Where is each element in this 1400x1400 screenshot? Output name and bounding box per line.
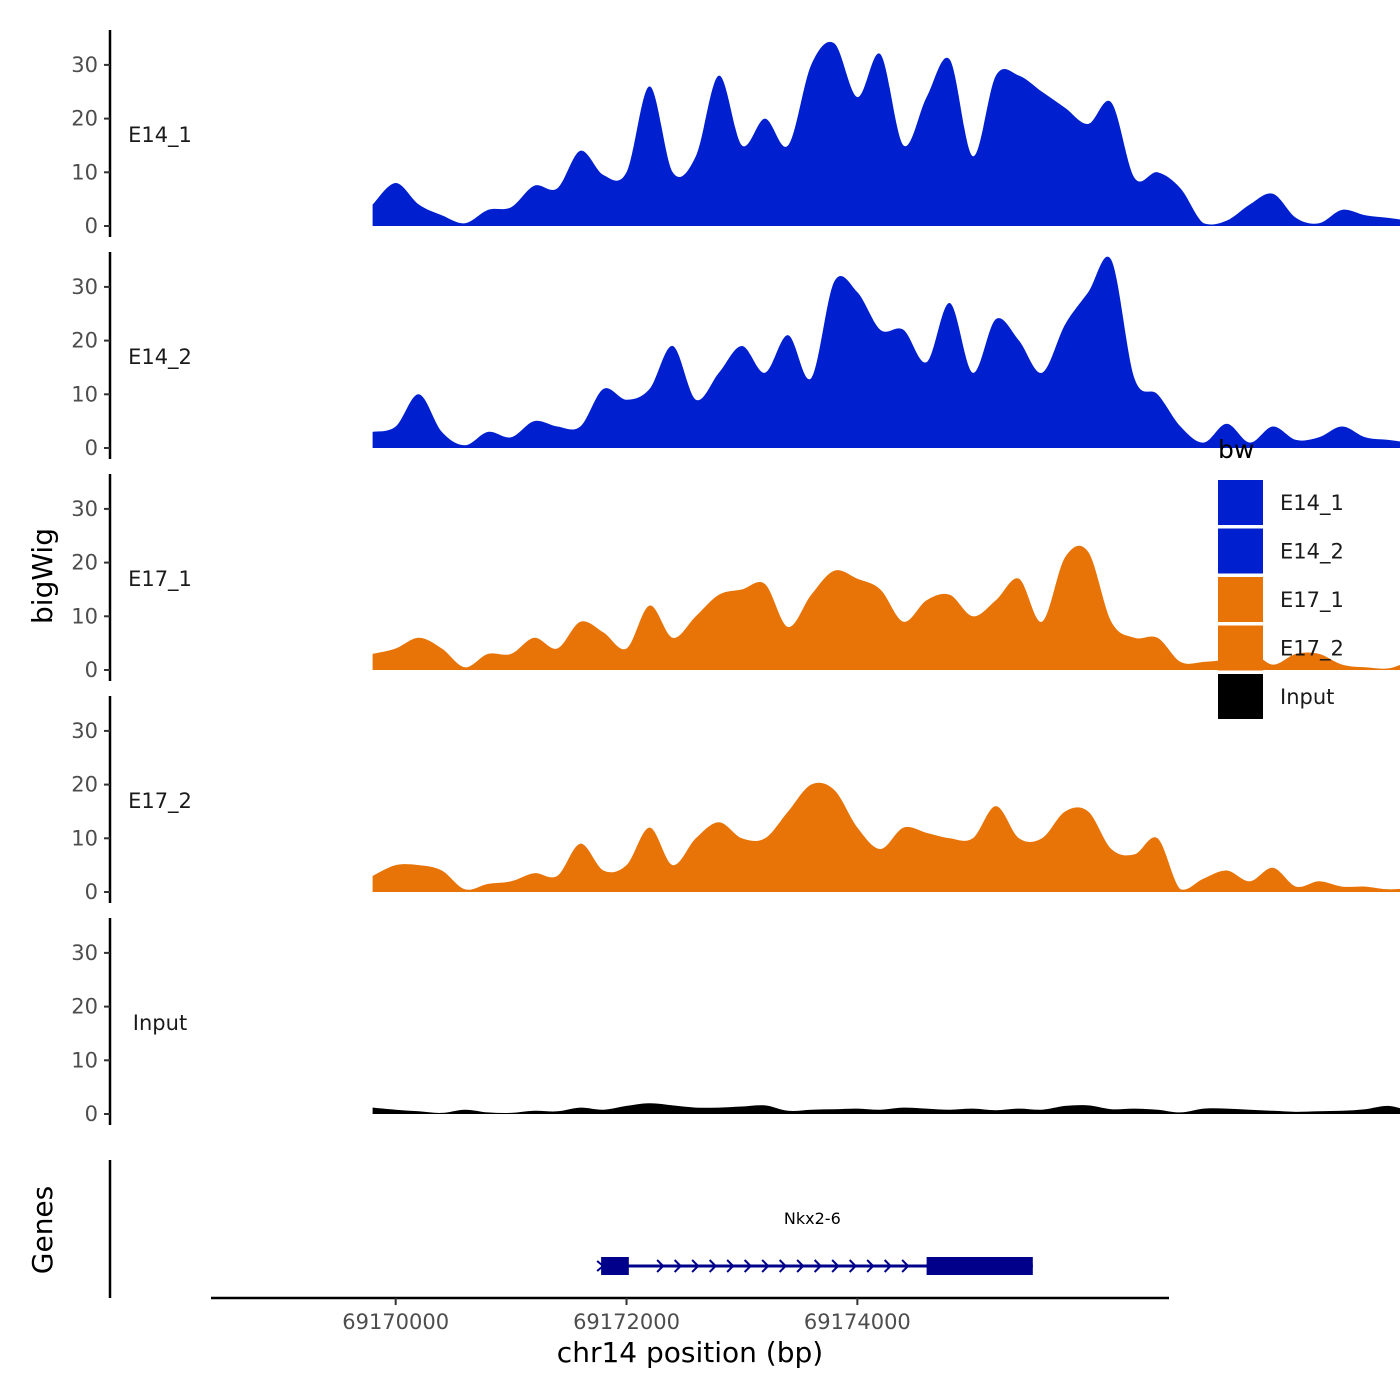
gene-name-label: Nkx2-6	[784, 1209, 841, 1228]
track-panel-e17-1: 0 10 20 30 E17_1	[71, 474, 1400, 682]
strand-chevron	[883, 1259, 893, 1273]
legend-label: E17_2	[1280, 637, 1344, 662]
legend-swatch	[1218, 625, 1263, 671]
y-tick-label: 10	[71, 1048, 98, 1072]
coverage-area-e17-2	[372, 782, 1400, 892]
gene-track-title: Genes	[26, 1186, 59, 1274]
gene-exon-block	[601, 1257, 629, 1275]
strand-chevron	[708, 1259, 718, 1273]
strand-chevron	[831, 1259, 840, 1273]
y-tick-label: 0	[85, 880, 98, 904]
coverage-area-e14-1	[372, 42, 1400, 226]
strand-chevron	[778, 1259, 788, 1273]
strand-chevron	[656, 1259, 665, 1273]
track-panel-e14-2: 0 10 20 30 E14_2	[71, 252, 1400, 460]
y-tick-label: 30	[71, 497, 98, 521]
y-tick-label: 10	[71, 826, 98, 850]
legend-label: E14_1	[1280, 491, 1344, 516]
y-tick-label: 10	[71, 160, 98, 184]
strand-chevron	[743, 1259, 753, 1273]
y-tick-label: 20	[71, 995, 98, 1019]
legend-label: E14_2	[1280, 540, 1344, 565]
y-axis-title: bigWig	[26, 528, 59, 624]
y-tick-label: 30	[71, 941, 98, 965]
y-tick-label: 30	[71, 719, 98, 743]
coverage-area-e14-2	[372, 256, 1400, 448]
coverage-area-e17-1	[372, 545, 1400, 670]
legend-label: E17_1	[1280, 588, 1344, 613]
strand-chevron	[813, 1259, 823, 1273]
strand-chevron	[848, 1259, 858, 1273]
x-tick-label: 69170000	[342, 1310, 449, 1334]
legend-swatch	[1218, 577, 1263, 622]
facet-label: E17_2	[128, 789, 192, 814]
strand-chevron	[673, 1259, 683, 1273]
facet-label: Input	[133, 1011, 187, 1035]
strand-chevron	[901, 1259, 910, 1273]
y-tick-label: 0	[85, 436, 98, 460]
x-axis-title: chr14 position (bp)	[557, 1336, 823, 1369]
facet-label: E14_2	[128, 345, 192, 370]
legend-title: bw	[1218, 435, 1254, 464]
gene-exon-block	[926, 1257, 1033, 1275]
strand-chevron	[726, 1259, 735, 1273]
y-tick-label: 30	[71, 53, 98, 77]
x-tick-label: 69174000	[804, 1310, 911, 1334]
x-tick-label: 69172000	[573, 1310, 680, 1334]
y-tick-label: 10	[71, 382, 98, 406]
y-tick-label: 30	[71, 275, 98, 299]
y-tick-label: 0	[85, 214, 98, 238]
track-panel-input: 0 10 20 30 Input	[71, 918, 1400, 1126]
legend-swatch	[1218, 674, 1263, 719]
y-tick-label: 0	[85, 1102, 98, 1126]
y-tick-label: 10	[71, 604, 98, 628]
coverage-area-input	[372, 1103, 1400, 1114]
y-tick-label: 20	[71, 551, 98, 575]
y-tick-label: 20	[71, 773, 98, 797]
track-panel-e14-1: 0 10 20 30 E14_1	[71, 30, 1400, 238]
track-panel-e17-2: 0 10 20 30 E17_2	[71, 696, 1400, 904]
strand-chevron	[691, 1259, 700, 1273]
legend-label: Input	[1280, 685, 1334, 709]
strand-chevron	[866, 1259, 875, 1273]
facet-label: E17_1	[128, 567, 192, 592]
legend: bw E14_1 E14_2 E17_1 E17_2 Input	[1218, 435, 1344, 719]
y-tick-label: 20	[71, 329, 98, 353]
legend-swatch	[1218, 528, 1263, 574]
strand-chevron	[796, 1259, 805, 1273]
strand-chevron	[761, 1259, 770, 1273]
legend-swatch	[1218, 480, 1263, 525]
x-axis: 69170000 69172000 69174000	[211, 1296, 1169, 1334]
gene-track: Nkx2-6	[108, 1160, 1033, 1298]
facet-label: E14_1	[128, 123, 192, 148]
track-panels: 0 10 20 30 E14_1 0 10 20 30 E14_2 0 10 20 30 E17_1 0 10 2…	[71, 30, 1400, 1126]
y-tick-label: 20	[71, 107, 98, 131]
y-tick-label: 0	[85, 658, 98, 682]
